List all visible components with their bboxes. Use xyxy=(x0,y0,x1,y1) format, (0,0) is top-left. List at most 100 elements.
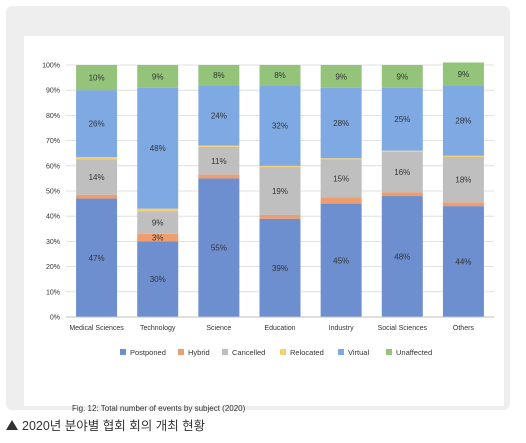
y-tick-label: 80% xyxy=(46,113,60,120)
bar-segment-cancelled xyxy=(320,159,362,198)
data-label: 47% xyxy=(89,254,105,263)
data-label: 9% xyxy=(397,72,409,81)
data-label: 16% xyxy=(394,168,410,177)
x-tick-label: Technology xyxy=(140,325,176,332)
y-tick-label: 40% xyxy=(46,214,60,221)
data-label: 26% xyxy=(89,120,105,129)
bar-segment-postponed xyxy=(259,218,301,317)
data-label: 9% xyxy=(152,219,164,228)
data-label: 45% xyxy=(333,256,349,265)
bar-segment-hybrid xyxy=(320,197,362,204)
bar-segment-relocated xyxy=(320,158,362,160)
data-label: 15% xyxy=(333,174,349,183)
y-tick-label: 20% xyxy=(46,264,60,271)
data-label: 9% xyxy=(152,72,164,81)
x-tick-label: Social Sciences xyxy=(378,325,428,332)
data-label: 55% xyxy=(211,244,227,253)
legend-swatch xyxy=(222,349,228,355)
footer-caption-text: 2020년 분야별 협회 회의 개최 현황 xyxy=(22,419,206,433)
data-label: 30% xyxy=(150,275,166,284)
bar-segment-virtual xyxy=(137,87,179,209)
footer-caption: 2020년 분야별 협회 회의 개최 현황 xyxy=(6,415,205,434)
bar-segment-unaffected xyxy=(137,65,179,88)
bar-segment-virtual xyxy=(320,87,362,159)
y-tick-label: 90% xyxy=(46,88,60,95)
bar-segment-virtual xyxy=(381,87,423,151)
bar-segment-virtual xyxy=(259,85,301,166)
x-tick-label: Industry xyxy=(329,325,354,332)
legend-label: Relocated xyxy=(290,348,324,357)
data-label: 3% xyxy=(152,234,164,243)
data-label: 8% xyxy=(274,71,286,80)
bar-segment-relocated xyxy=(198,145,240,147)
data-label: 24% xyxy=(211,111,227,120)
bar-segment-cancelled xyxy=(198,146,240,175)
stacked-bar-chart: 0% 10% 20% 30% 40% 50% 60% 70% 80% 90% 100% 47% 14% 2… xyxy=(42,62,494,357)
data-label: 48% xyxy=(150,144,166,153)
legend-label: Hybrid xyxy=(188,348,210,357)
bar-segment-postponed xyxy=(76,198,118,317)
legend-label: Cancelled xyxy=(232,348,265,357)
data-label: 11% xyxy=(211,157,226,166)
bar-segment-unaffected xyxy=(259,65,301,86)
y-tick-label: 70% xyxy=(46,138,60,145)
bar-segment-hybrid xyxy=(381,192,423,197)
legend-swatch xyxy=(386,349,392,355)
data-label: 18% xyxy=(455,176,471,185)
bar-segment-relocated xyxy=(259,165,301,168)
legend-swatch xyxy=(280,349,286,355)
bar-segment-hybrid xyxy=(198,174,240,179)
data-label: 14% xyxy=(89,173,105,182)
triangle-icon xyxy=(6,419,18,430)
y-tick-label: 10% xyxy=(46,289,60,296)
legend-label: Unaffected xyxy=(396,348,432,357)
data-label: 25% xyxy=(394,115,410,124)
bar-segment-hybrid xyxy=(137,233,179,242)
bar-segment-relocated xyxy=(442,155,484,157)
bar-segment-cancelled xyxy=(137,211,179,234)
bar-segment-relocated xyxy=(76,156,118,160)
bar-segment-hybrid xyxy=(442,202,484,207)
x-tick-label: Education xyxy=(264,325,295,332)
bar-segment-unaffected xyxy=(381,65,423,88)
bar-segment-cancelled xyxy=(381,151,423,193)
data-label: 32% xyxy=(272,121,288,130)
bar-segment-postponed xyxy=(381,196,423,317)
bar-segment-cancelled xyxy=(259,167,301,215)
data-label: 28% xyxy=(333,119,349,128)
bar-segment-postponed xyxy=(442,206,484,317)
x-tick-label: Science xyxy=(206,325,231,332)
y-tick-label: 50% xyxy=(46,189,60,196)
chart-panel: 0% 10% 20% 30% 40% 50% 60% 70% 80% 90% 100% 47% 14% 2… xyxy=(6,6,510,413)
data-label: 39% xyxy=(272,264,288,273)
bar-segment-virtual xyxy=(198,85,240,146)
data-label: 8% xyxy=(213,71,225,80)
bar-segment-cancelled xyxy=(442,156,484,203)
figure-caption: Fig. 12: Total number of events by subje… xyxy=(72,404,246,413)
legend-swatch xyxy=(178,349,184,355)
bar-segment-unaffected xyxy=(76,65,118,91)
data-label: 44% xyxy=(455,258,471,267)
legend-swatch xyxy=(120,349,126,355)
bar-segment-unaffected xyxy=(198,65,240,86)
y-tick-label: 100% xyxy=(42,63,60,70)
bar-segment-hybrid xyxy=(259,214,301,219)
bar-segment-cancelled xyxy=(76,159,118,195)
legend-label: Postponed xyxy=(130,348,166,357)
data-label: 9% xyxy=(335,72,347,81)
legend-swatch xyxy=(338,349,344,355)
bar-segment-postponed xyxy=(198,178,240,317)
bar-segment-virtual xyxy=(76,90,118,157)
bar-segment-relocated xyxy=(381,150,423,152)
bar-segment-unaffected xyxy=(320,65,362,88)
data-label: 10% xyxy=(89,74,105,83)
data-label: 19% xyxy=(272,187,288,196)
bar-segment-relocated xyxy=(137,208,179,212)
bar-segment-unaffected xyxy=(442,62,484,86)
bar-segment-postponed xyxy=(320,203,362,317)
legend-label: Virtual xyxy=(348,348,369,357)
bar-segment-virtual xyxy=(442,85,484,156)
y-tick-label: 0% xyxy=(50,315,60,322)
data-label: 9% xyxy=(458,70,470,79)
y-tick-label: 30% xyxy=(46,239,60,246)
